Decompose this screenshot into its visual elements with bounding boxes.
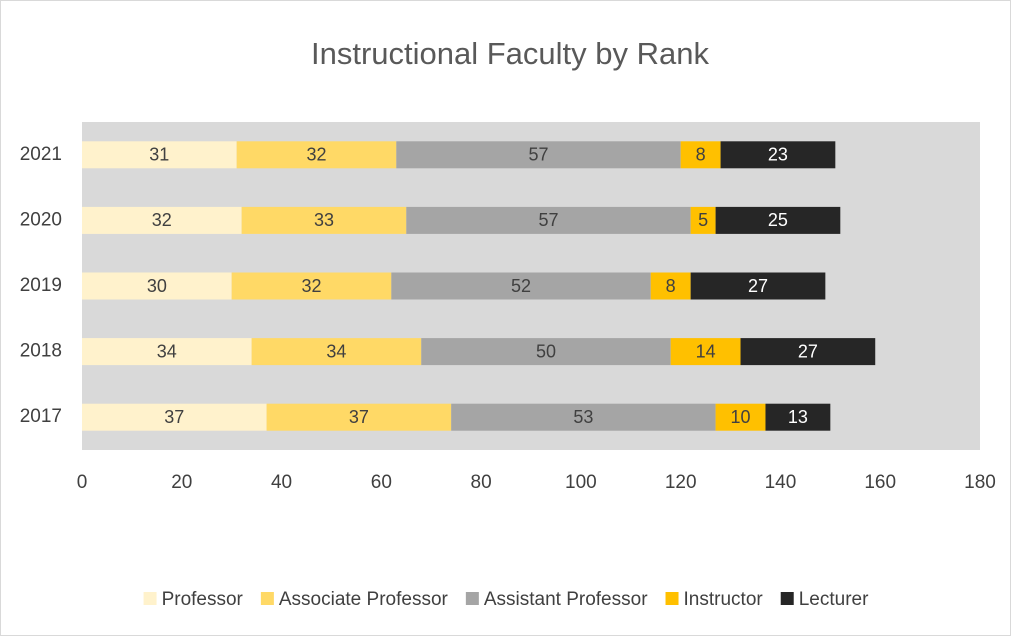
legend-swatch <box>780 592 794 605</box>
bar-segment <box>251 338 422 366</box>
data-label: 37 <box>164 407 184 427</box>
bar-segment <box>82 272 232 300</box>
data-label: 31 <box>149 145 169 165</box>
bar-segment <box>650 272 691 300</box>
legend-label: Associate Professor <box>279 589 449 610</box>
data-label: 27 <box>748 276 768 296</box>
legend-swatch <box>143 592 157 605</box>
x-tick-label: 180 <box>964 472 996 493</box>
data-label: 57 <box>538 210 558 230</box>
bar-segment <box>715 206 841 234</box>
bar-segment <box>82 403 267 431</box>
bar-segment <box>241 206 407 234</box>
data-label: 25 <box>768 210 788 230</box>
data-label: 37 <box>349 407 369 427</box>
data-label: 33 <box>314 210 334 230</box>
bar-segment <box>680 141 721 169</box>
data-label: 23 <box>768 145 788 165</box>
bar-segment <box>421 338 671 366</box>
bar-segment <box>82 338 252 366</box>
x-tick-label: 140 <box>765 472 797 493</box>
bar-segment <box>82 206 242 234</box>
bar-segment <box>690 272 826 300</box>
data-label: 14 <box>696 341 716 361</box>
x-tick-label: 0 <box>77 472 88 493</box>
bar-segment <box>740 338 876 366</box>
data-label: 32 <box>306 145 326 165</box>
data-label: 8 <box>666 276 676 296</box>
legend-swatch <box>465 592 479 605</box>
y-tick-label: 2017 <box>20 406 62 427</box>
y-tick-label: 2018 <box>20 341 62 362</box>
bar-segment <box>715 403 766 431</box>
x-tick-label: 40 <box>271 472 292 493</box>
data-label: 5 <box>698 210 708 230</box>
bar-segment <box>231 272 392 300</box>
data-label: 27 <box>798 341 818 361</box>
y-tick-label: 2020 <box>20 209 62 230</box>
bar-segment <box>406 206 691 234</box>
bar-segment <box>82 141 237 169</box>
data-label: 10 <box>731 407 751 427</box>
y-tick-label: 2021 <box>20 144 62 165</box>
data-label: 50 <box>536 341 556 361</box>
bar-segment <box>690 206 716 234</box>
x-tick-label: 160 <box>864 472 896 493</box>
data-label: 57 <box>528 145 548 165</box>
x-tick-label: 100 <box>565 472 597 493</box>
legend-label: Assistant Professor <box>484 589 648 610</box>
data-label: 34 <box>326 341 346 361</box>
legend-label: Professor <box>162 589 244 610</box>
data-label: 13 <box>788 407 808 427</box>
data-label: 32 <box>301 276 321 296</box>
data-label: 8 <box>696 145 706 165</box>
data-label: 53 <box>573 407 593 427</box>
legend-label: Lecturer <box>799 589 869 610</box>
legend-swatch <box>665 592 679 605</box>
bar-segment <box>451 403 716 431</box>
x-tick-label: 20 <box>171 472 192 493</box>
bar-segment <box>391 272 651 300</box>
data-label: 32 <box>152 210 172 230</box>
legend-swatch <box>260 592 274 605</box>
bar-segment <box>720 141 836 169</box>
data-label: 52 <box>511 276 531 296</box>
x-tick-label: 80 <box>471 472 492 493</box>
x-tick-label: 60 <box>371 472 392 493</box>
bar-segment <box>765 403 831 431</box>
chart-title: Instructional Faculty by Rank <box>311 36 710 71</box>
x-tick-label: 120 <box>665 472 697 493</box>
legend-label: Instructor <box>684 589 764 610</box>
bar-segment <box>236 141 397 169</box>
bar-segment <box>670 338 741 366</box>
data-label: 34 <box>157 341 177 361</box>
y-tick-label: 2019 <box>20 275 62 296</box>
bar-segment <box>396 141 681 169</box>
data-label: 30 <box>147 276 167 296</box>
bar-segment <box>266 403 452 431</box>
